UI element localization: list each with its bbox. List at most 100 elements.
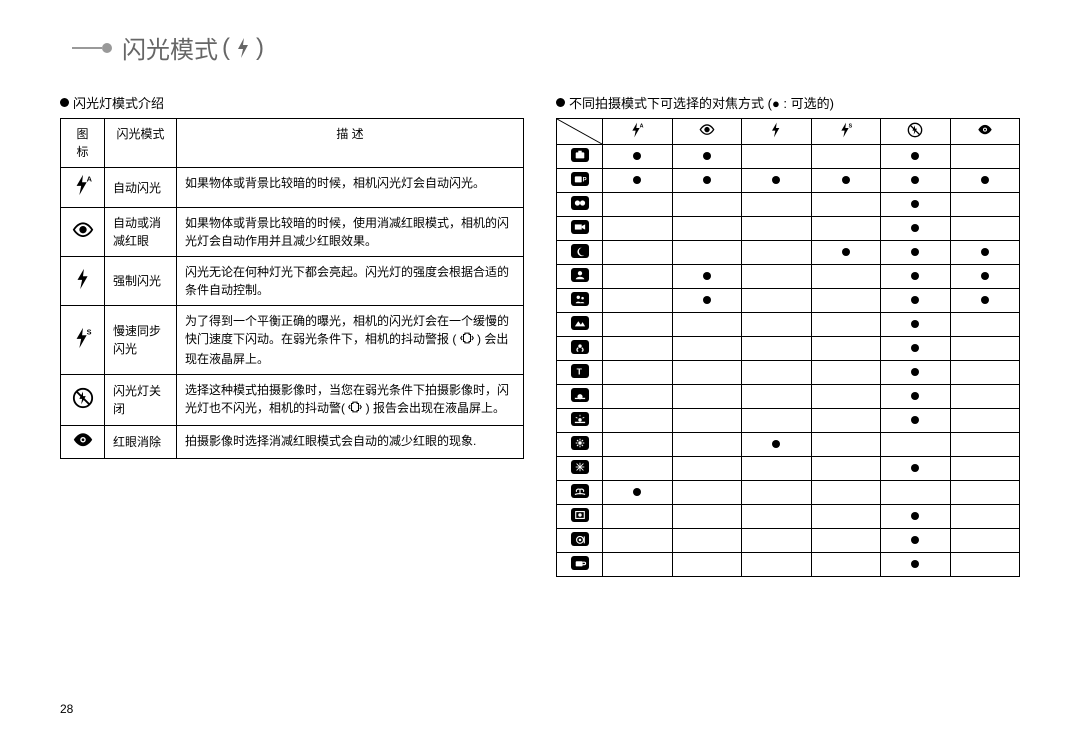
available-dot: [911, 248, 919, 256]
eye-fill-column: [950, 119, 1020, 145]
matrix-cell: [603, 409, 673, 433]
left-heading: 闪光灯模式介绍: [60, 93, 524, 112]
available-dot: [911, 272, 919, 280]
available-dot: [911, 200, 919, 208]
matrix-cell: [672, 265, 742, 289]
matrix-cell: [950, 145, 1020, 169]
available-dot: [981, 176, 989, 184]
matrix-cell: [742, 409, 812, 433]
available-dot: [842, 248, 850, 256]
matrix-cell: [811, 145, 881, 169]
matrix-cell: [881, 385, 951, 409]
matrix-cell: [672, 313, 742, 337]
mode-name: 自动闪光: [105, 168, 177, 208]
available-dot: [911, 512, 919, 520]
matrix-row: [557, 409, 1020, 433]
mode-name: 红眼消除: [105, 426, 177, 459]
matrix-cell: [811, 289, 881, 313]
sunset-icon: [571, 388, 589, 402]
matrix-cell: [811, 529, 881, 553]
matrix-cell: [672, 169, 742, 193]
matrix-cell: [881, 433, 951, 457]
available-dot: [911, 224, 919, 232]
matrix-cell: [603, 361, 673, 385]
right-heading: 不同拍摄模式下可选择的对焦方式 (● : 可选的): [556, 93, 1020, 112]
matrix-cell: [811, 217, 881, 241]
flash-off-column: [881, 119, 951, 145]
matrix-cell: [811, 433, 881, 457]
matrix-cell: [672, 457, 742, 481]
available-dot: [911, 416, 919, 424]
dual-icon: [571, 196, 589, 210]
eye-fill-icon: [977, 124, 993, 138]
matrix-cell: [950, 457, 1020, 481]
svg-text:S: S: [848, 123, 852, 129]
fireworks-icon: [571, 460, 589, 474]
available-dot: [703, 176, 711, 184]
available-dot: [911, 368, 919, 376]
left-heading-text: 闪光灯模式介绍: [73, 93, 164, 112]
matrix-cell: [950, 409, 1020, 433]
table-header-row: 图 标 闪光模式 描 述: [61, 119, 524, 168]
flash-column: [742, 119, 812, 145]
matrix-cell: [950, 265, 1020, 289]
matrix-cell: [950, 169, 1020, 193]
flash-auto-column: A: [603, 119, 673, 145]
table-row: S慢速同步闪光为了得到一个平衡正确的曝光，相机的闪光灯会在一个缓慢的快门速度下闪…: [61, 306, 524, 375]
matrix-cell: [742, 145, 812, 169]
eye-column: [672, 119, 742, 145]
matrix-cell: [950, 481, 1020, 505]
matrix-cell: [672, 361, 742, 385]
right-column: 不同拍摄模式下可选择的对焦方式 (● : 可选的) AS PT: [556, 93, 1020, 577]
matrix-cell: [811, 505, 881, 529]
mode-desc: 拍摄影像时选择消减红眼模式会自动的减少红眼的现象.: [177, 426, 524, 459]
matrix-cell: [811, 337, 881, 361]
matrix-cell: [603, 145, 673, 169]
title-close-paren: ): [256, 34, 264, 62]
matrix-cell: [603, 433, 673, 457]
table-row: 红眼消除拍摄影像时选择消减红眼模式会自动的减少红眼的现象.: [61, 426, 524, 459]
matrix-cell: [672, 505, 742, 529]
matrix-cell: [742, 385, 812, 409]
flash-auto-icon: A: [61, 168, 105, 208]
row-mode-icon: T: [557, 361, 603, 385]
matrix-cell: [672, 529, 742, 553]
matrix-row: [557, 241, 1020, 265]
matrix-cell: [672, 433, 742, 457]
mode-name: 慢速同步闪光: [105, 306, 177, 375]
matrix-row: [557, 145, 1020, 169]
row-mode-icon: [557, 409, 603, 433]
col-mode: 闪光模式: [105, 119, 177, 168]
matrix-cell: [603, 505, 673, 529]
matrix-cell: [811, 241, 881, 265]
matrix-cell: [950, 433, 1020, 457]
title-dot: [102, 43, 112, 53]
matrix-cell: [603, 193, 673, 217]
available-dot: [981, 296, 989, 304]
available-dot: [633, 152, 641, 160]
matrix-cell: [672, 337, 742, 361]
row-mode-icon: [557, 433, 603, 457]
matrix-cell: [950, 529, 1020, 553]
mode-desc: 选择这种模式拍摄影像时，当您在弱光条件下拍摄影像时，闪光灯也不闪光，相机的抖动警…: [177, 375, 524, 426]
row-mode-icon: [557, 529, 603, 553]
landscape-icon: [571, 316, 589, 330]
matrix-cell: [742, 289, 812, 313]
available-dot: [772, 440, 780, 448]
eye-icon: [699, 124, 715, 138]
matrix-cell: [742, 481, 812, 505]
available-dot: [911, 176, 919, 184]
matrix-cell: [742, 529, 812, 553]
matrix-cell: [742, 169, 812, 193]
available-dot: [981, 272, 989, 280]
bullet-icon: [60, 98, 69, 107]
closeup-icon: [571, 340, 589, 354]
col-desc: 描 述: [177, 119, 524, 168]
available-dot: [703, 152, 711, 160]
row-mode-icon: [557, 145, 603, 169]
matrix-cell: [811, 481, 881, 505]
left-column: 闪光灯模式介绍 图 标 闪光模式 描 述 A自动闪光如果物体或背景比较暗的时候，…: [60, 93, 524, 577]
flash-icon: [768, 122, 784, 141]
row-mode-icon: [557, 385, 603, 409]
available-dot: [911, 392, 919, 400]
